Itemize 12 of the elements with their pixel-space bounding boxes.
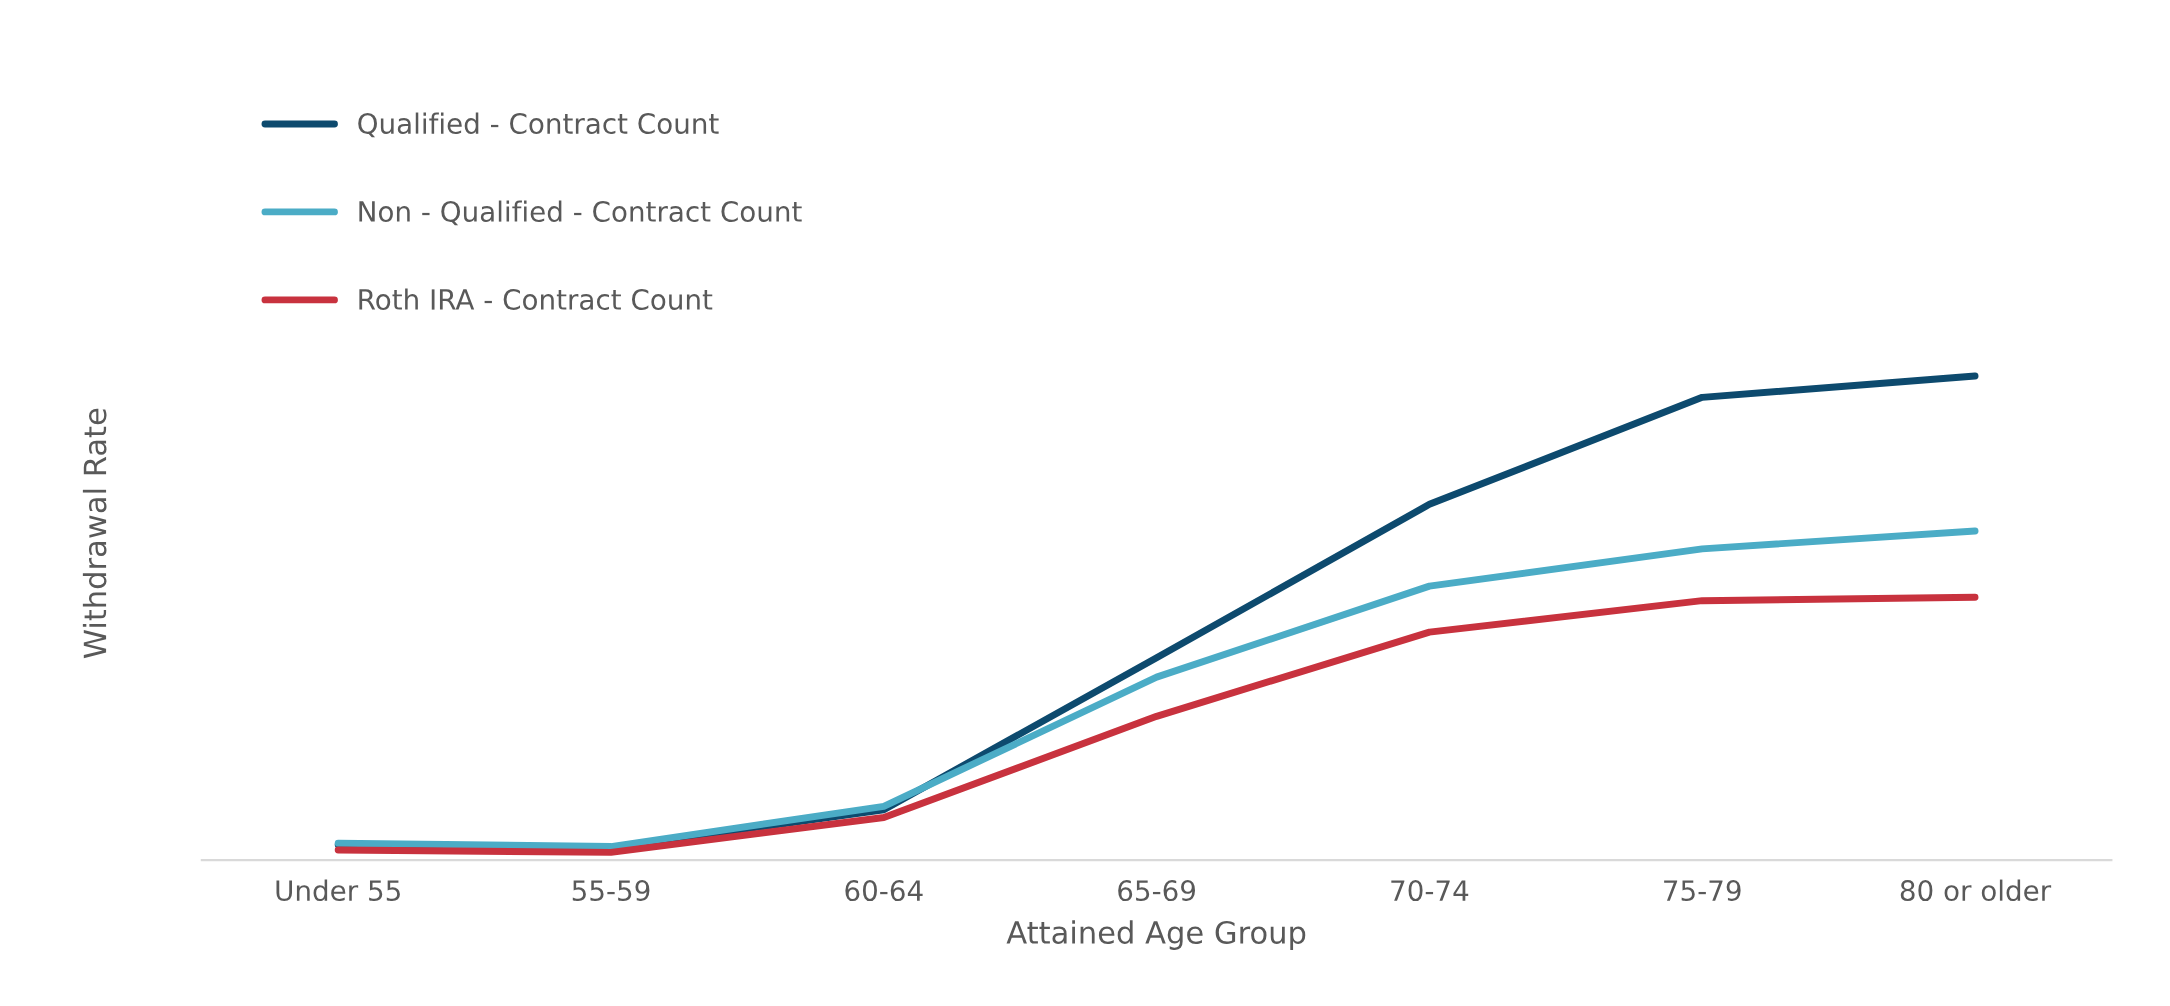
legend-label: Qualified - Contract Count [358,112,719,138]
legend-label: Roth IRA - Contract Count [359,288,713,311]
x-tick-label: 75-79 [1664,880,1741,902]
x-tick-label: 80 or older [1900,879,2052,902]
x-tick-label: Under 55 [276,879,400,902]
x-tick-label: 55-59 [572,880,650,902]
legend-label: Non - Qualified - Contract Count [359,200,802,226]
x-tick-label: 65-69 [1118,880,1196,902]
x-tick-label: 70-74 [1391,880,1469,902]
x-axis-title: Attained Age Group [1006,920,1306,950]
x-tick-label: 60-64 [845,880,923,902]
y-axis-title: Withdrawal Rate [82,408,107,659]
